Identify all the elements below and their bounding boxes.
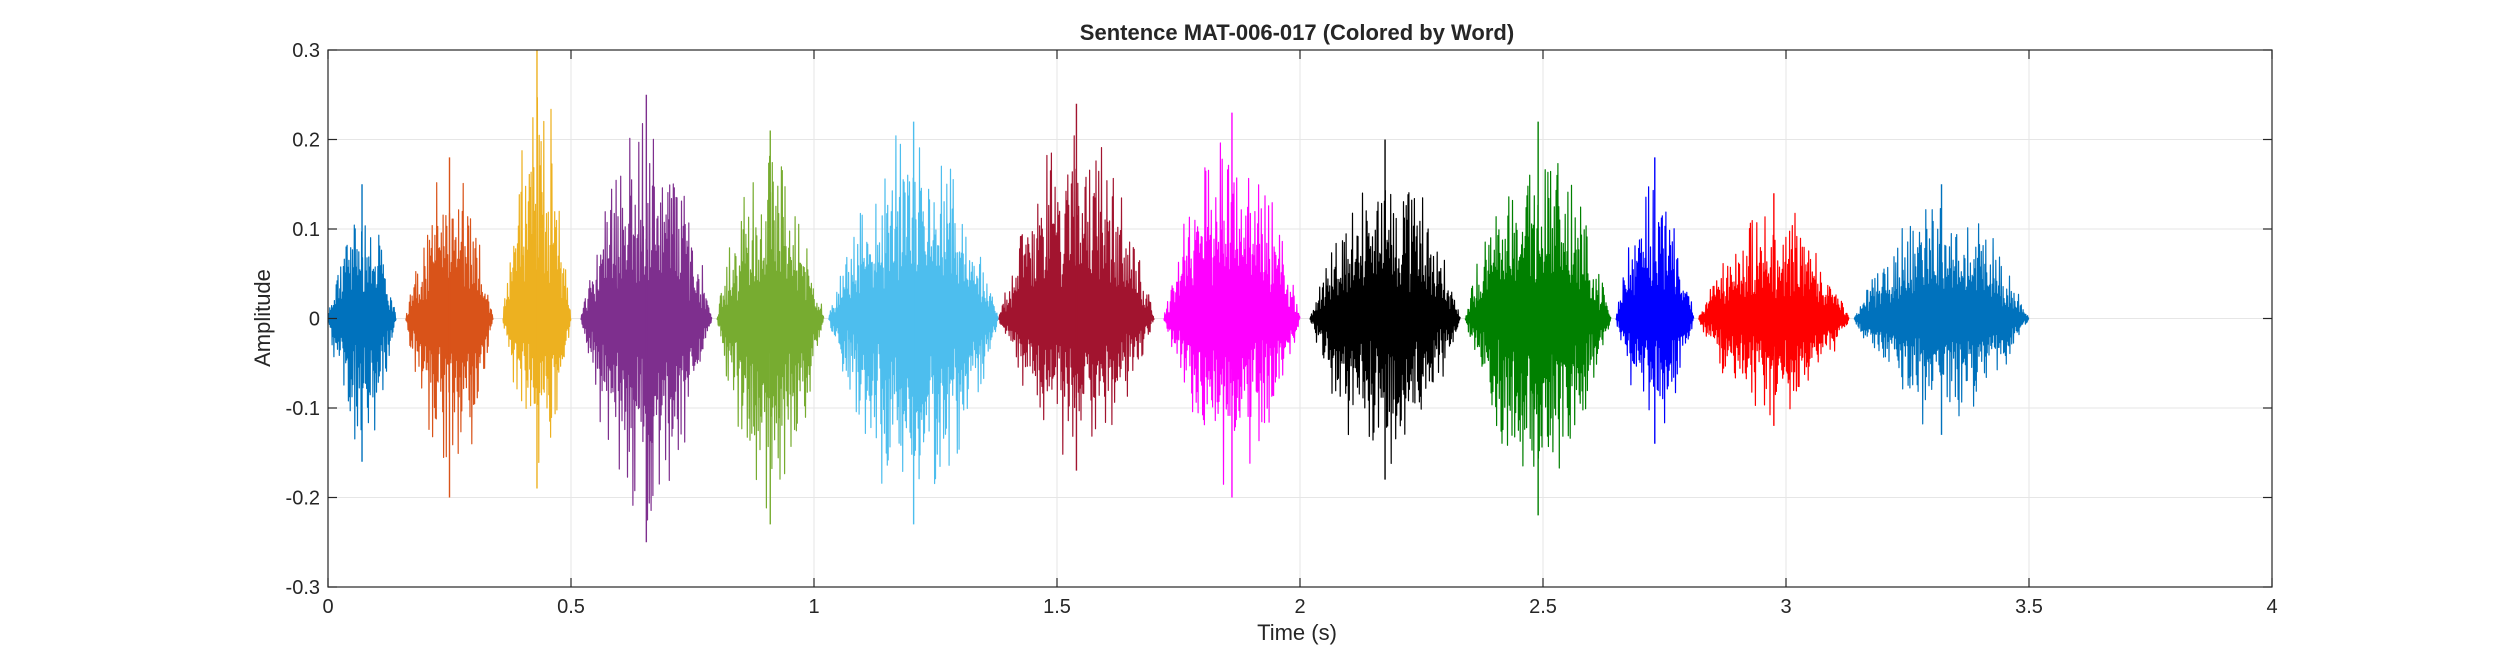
waveform-series [327,50,2030,543]
x-tick-label: 1 [808,596,819,618]
y-tick-label: 0.2 [292,130,320,152]
x-axis-label: Time (s) [1257,620,1337,645]
y-tick-label: -0.1 [286,398,320,420]
y-tick-label: -0.2 [286,488,320,510]
plot-area: 0 0.5 1 1.5 2 2.5 3 3.5 4 -0.3 -0.2 -0.1 0 0.1 0.2 0.3 [286,40,2278,618]
x-tick-label: 2 [1294,596,1305,618]
x-tick-label: 0.5 [557,596,585,618]
y-tick-label: -0.3 [286,577,320,599]
y-tick-label: 0.1 [292,219,320,241]
x-axis: 0 0.5 1 1.5 2 2.5 3 3.5 4 [322,50,2278,618]
x-tick-label: 3 [1780,596,1791,618]
y-tick-label: 0.3 [292,40,320,62]
x-tick-label: 1.5 [1043,596,1071,618]
x-tick-label: 2.5 [1529,596,1557,618]
x-tick-label: 3.5 [2015,596,2043,618]
x-tick-label: 0 [322,596,333,618]
x-tick-label: 4 [2266,596,2277,618]
y-tick-label: 0 [309,309,320,331]
y-axis: -0.3 -0.2 -0.1 0 0.1 0.2 0.3 [286,40,2272,599]
chart-title: Sentence MAT-006-017 (Colored by Word) [1080,20,1514,45]
y-axis-label: Amplitude [250,269,275,367]
